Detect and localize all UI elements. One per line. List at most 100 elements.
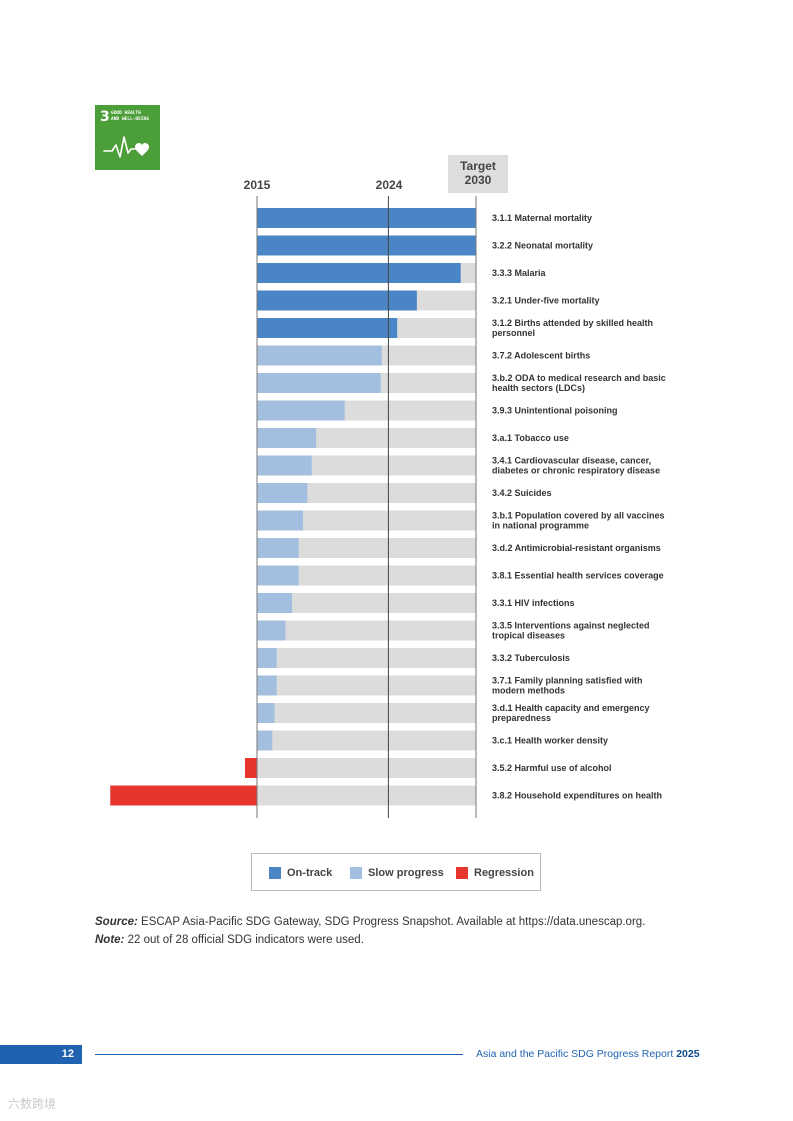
legend-swatch-on-track — [269, 867, 281, 879]
bar-on-track — [257, 235, 476, 256]
footer-report-year: 2025 — [676, 1048, 700, 1060]
bar-regression — [110, 785, 258, 806]
bar-track — [257, 703, 476, 723]
bar-slow — [257, 538, 299, 558]
bar-slow — [257, 455, 312, 476]
bar-on-track — [257, 318, 398, 338]
bar-slow — [257, 565, 299, 586]
category-label-line: tropical diseases — [492, 631, 565, 641]
bar-slow — [257, 675, 277, 696]
bar-slow — [257, 483, 308, 503]
category-label: 3.2.2 Neonatal mortality — [492, 241, 593, 251]
target-label-line1: Target — [460, 159, 496, 173]
bar-track — [257, 675, 476, 696]
bar-slow — [257, 400, 345, 421]
category-label: 3.b.2 ODA to medical research and basic h… — [492, 373, 666, 393]
bar-regression — [244, 758, 257, 778]
bar-track — [257, 648, 476, 668]
target-label-line2: 2030 — [465, 173, 492, 187]
target-2030-box — [448, 155, 508, 193]
category-label-line: 3.8.2 Household expenditures on health — [492, 791, 662, 801]
category-label-line: 3.8.1 Essential health services coverage — [492, 571, 664, 581]
note-text: 22 out of 28 official SDG indicators wer… — [127, 934, 364, 946]
bar-slow — [257, 510, 303, 531]
category-label-line: 3.3.5 Interventions against neglected — [492, 621, 650, 631]
category-label-line: 3.7.1 Family planning satisfied with — [492, 676, 643, 686]
category-label-line: personnel — [492, 328, 535, 338]
category-label: 3.2.1 Under-five mortality — [492, 296, 600, 306]
category-label-line: health sectors (LDCs) — [492, 383, 585, 393]
category-label-line: 3.d.2 Antimicrobial-resistant organisms — [492, 543, 661, 553]
bar-track — [257, 565, 476, 586]
category-label-line: 3.1.2 Births attended by skilled health — [492, 318, 653, 328]
sdg3-progress-chart: Target 2030 2015 2024 3.1.1 Maternal mor… — [110, 155, 666, 818]
x-tick-2024: 2024 — [376, 178, 403, 192]
category-label-line: 3.3.3 Malaria — [492, 268, 547, 278]
labels-layer: 3.1.1 Maternal mortality 3.2.2 Neonatal m… — [492, 213, 666, 801]
watermark-text: 六数跨境 — [8, 1097, 57, 1111]
category-label-line: preparedness — [492, 713, 551, 723]
sdg-goal-title-line2: AND WELL-BEING — [111, 116, 149, 122]
category-label: 3.3.2 Tuberculosis — [492, 653, 570, 663]
legend-swatch-regression — [456, 867, 468, 879]
bars-layer — [110, 208, 476, 806]
page-number: 12 — [61, 1048, 74, 1060]
category-label: 3.d.2 Antimicrobial-resistant organisms — [492, 543, 661, 553]
legend-label-regression: Regression — [474, 867, 534, 879]
bar-track — [257, 483, 476, 503]
sdg-goal-title-line1: GOOD HEALTH — [111, 111, 141, 116]
bar-track — [257, 620, 476, 641]
category-label: 3.1.1 Maternal mortality — [492, 213, 592, 223]
category-label-line: 3.4.1 Cardiovascular disease, cancer, — [492, 456, 651, 466]
bar-slow — [257, 703, 275, 723]
x-tick-2015: 2015 — [244, 178, 271, 192]
note-line: Note: 22 out of 28 official SDG indicato… — [95, 931, 715, 949]
category-label-line: 3.3.1 HIV infections — [492, 598, 575, 608]
sdg-goal-title: GOOD HEALTH AND WELL-BEING — [111, 111, 157, 122]
sdg-goal-3-badge: 3 GOOD HEALTH AND WELL-BEING — [95, 105, 160, 170]
bar-track — [257, 730, 476, 751]
category-label: 3.b.1 Population covered by all vaccines… — [492, 511, 665, 531]
category-label-line: 3.2.1 Under-five mortality — [492, 296, 600, 306]
sdg-goal-number: 3 — [100, 109, 110, 125]
footer-rule — [95, 1054, 463, 1055]
category-label-line: 3.d.1 Health capacity and emergency — [492, 703, 650, 713]
bar-on-track — [257, 290, 417, 311]
footer-report-title: Asia and the Pacific SDG Progress Report… — [476, 1047, 700, 1061]
category-label-line: modern methods — [492, 686, 565, 696]
heartbeat-heart-icon — [103, 136, 149, 158]
bar-track — [257, 593, 476, 613]
category-label-line: 3.b.2 ODA to medical research and basic — [492, 373, 666, 383]
category-label-line: 3.7.2 Adolescent births — [492, 351, 590, 361]
bar-slow — [257, 730, 273, 751]
category-label: 3.8.2 Household expenditures on health — [492, 791, 662, 801]
category-label-line: 3.2.2 Neonatal mortality — [492, 241, 593, 251]
bar-track — [257, 538, 476, 558]
category-label-line: 3.4.2 Suicides — [492, 488, 552, 498]
category-label: 3.3.5 Interventions against neglected tro… — [492, 621, 650, 641]
category-label-line: 3.b.1 Population covered by all vaccines — [492, 511, 665, 521]
bar-slow — [257, 428, 317, 448]
category-label: 3.7.1 Family planning satisfied with mode… — [492, 676, 643, 696]
legend: On-track Slow progress Regression — [251, 853, 541, 891]
category-label: 3.a.1 Tobacco use — [492, 433, 569, 443]
category-label: 3.5.2 Harmful use of alcohol — [492, 763, 612, 773]
category-label: 3.3.3 Malaria — [492, 268, 547, 278]
category-label: 3.3.1 HIV infections — [492, 598, 575, 608]
bar-slow — [257, 593, 293, 613]
category-label: 3.d.1 Health capacity and emergency prepa… — [492, 703, 650, 723]
category-label-line: 3.c.1 Health worker density — [492, 736, 608, 746]
bar-on-track — [257, 263, 461, 283]
bar-track — [257, 758, 476, 778]
bar-track — [257, 510, 476, 531]
category-label: 3.1.2 Births attended by skilled health p… — [492, 318, 653, 338]
source-line: Source: ESCAP Asia-Pacific SDG Gateway, … — [95, 913, 715, 931]
category-label: 3.7.2 Adolescent births — [492, 351, 590, 361]
category-label-line: 3.9.3 Unintentional poisoning — [492, 406, 618, 416]
note-label: Note: — [95, 934, 125, 946]
category-label-line: diabetes or chronic respiratory disease — [492, 466, 660, 476]
source-text: ESCAP Asia-Pacific SDG Gateway, SDG Prog… — [141, 916, 646, 928]
source-label: Source: — [95, 916, 138, 928]
category-label: 3.4.1 Cardiovascular disease, cancer, dia… — [492, 456, 660, 476]
bar-slow — [257, 620, 286, 641]
